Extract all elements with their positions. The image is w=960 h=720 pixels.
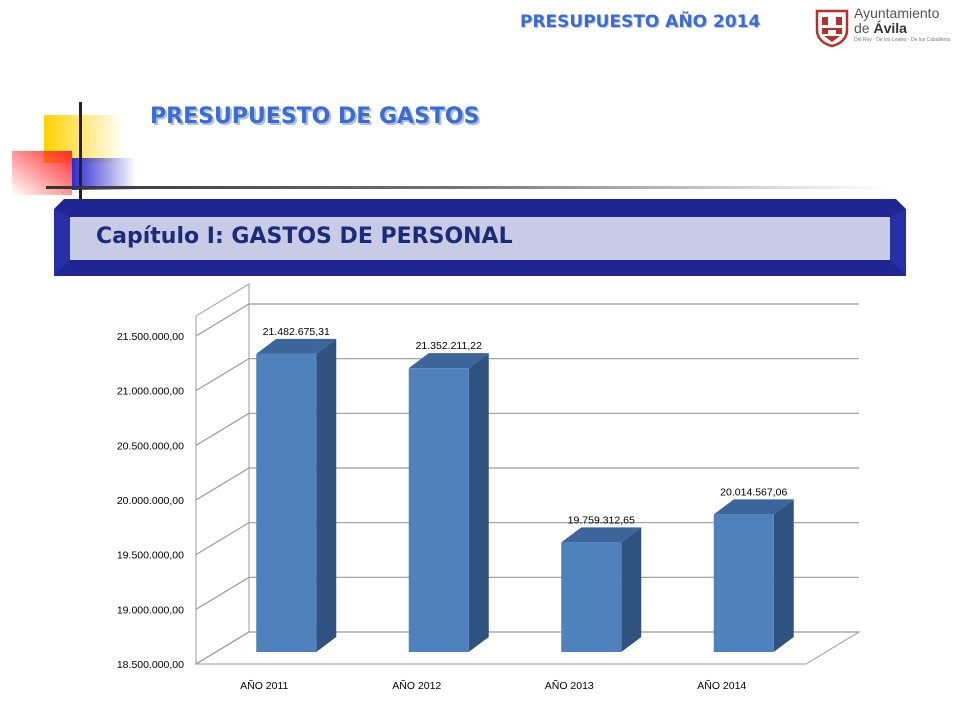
title-decoration — [12, 102, 890, 200]
y-tick-label: 19.000.000,00 — [117, 604, 184, 616]
bar — [713, 514, 774, 652]
bar-top — [561, 527, 642, 543]
bar-top — [408, 353, 489, 369]
gridline — [195, 467, 859, 501]
y-tick-label: 21.500.000,00 — [117, 331, 184, 343]
y-tick-label: 21.000.000,00 — [117, 386, 184, 398]
budget-bar-chart: 18.500.000,00 19.000.000,00 19.500.000,00 2… — [117, 283, 861, 692]
budget-year-title: PRESUPUESTO AÑO 2014 — [520, 12, 761, 32]
x-tick-label: AÑO 2014 — [697, 679, 746, 692]
chapter-title: Capítulo I: GASTOS DE PERSONAL — [96, 224, 513, 249]
bar-top — [256, 338, 337, 354]
logo-line2-prefix: de — [854, 20, 874, 36]
x-tick-label: AÑO 2011 — [240, 679, 288, 692]
bar — [256, 353, 317, 652]
gridline — [195, 412, 859, 446]
city-logo: Ayuntamiento de Ávila Del Rey · De los L… — [814, 6, 954, 50]
horizontal-rule — [46, 186, 890, 189]
bar-value-label: 21.482.675,31 — [263, 326, 330, 338]
bar — [561, 542, 622, 652]
bar — [408, 368, 469, 652]
chart-side-wall — [195, 283, 250, 665]
bar-side — [621, 527, 642, 652]
y-tick-label: 19.500.000,00 — [117, 550, 184, 562]
gridline — [195, 303, 859, 337]
logo-line1: Ayuntamiento — [854, 5, 940, 21]
y-tick-label: 18.500.000,00 — [117, 659, 184, 671]
blue-square-shape — [72, 158, 136, 190]
y-tick-label: 20.000.000,00 — [117, 495, 184, 507]
chapter-banner — [54, 199, 906, 276]
x-tick-label: AÑO 2013 — [545, 679, 594, 692]
vertical-rule — [79, 102, 82, 200]
gridline — [195, 358, 859, 392]
bar-side — [316, 338, 337, 652]
bar-value-label: 19.759.312,65 — [568, 514, 635, 526]
bar-value-label: 20.014.567,06 — [720, 486, 787, 498]
bar-side — [773, 499, 794, 652]
coat-of-arms-icon — [815, 9, 849, 48]
bar-side — [468, 353, 489, 652]
bar-value-label: 21.352.211,22 — [416, 340, 483, 352]
gridline — [195, 631, 859, 665]
section-title: PRESUPUESTO DE GASTOS — [150, 104, 480, 129]
y-tick-label: 20.500.000,00 — [117, 440, 184, 452]
bar-top — [713, 499, 794, 515]
logo-tagline: Del Rey · De los Leales · De los Caballe… — [854, 37, 951, 43]
logo-city-name: Ávila — [873, 20, 907, 36]
x-tick-label: AÑO 2012 — [392, 679, 441, 692]
gridline — [195, 576, 859, 610]
logo-line2: de Ávila — [854, 21, 950, 36]
gridline — [195, 522, 859, 556]
